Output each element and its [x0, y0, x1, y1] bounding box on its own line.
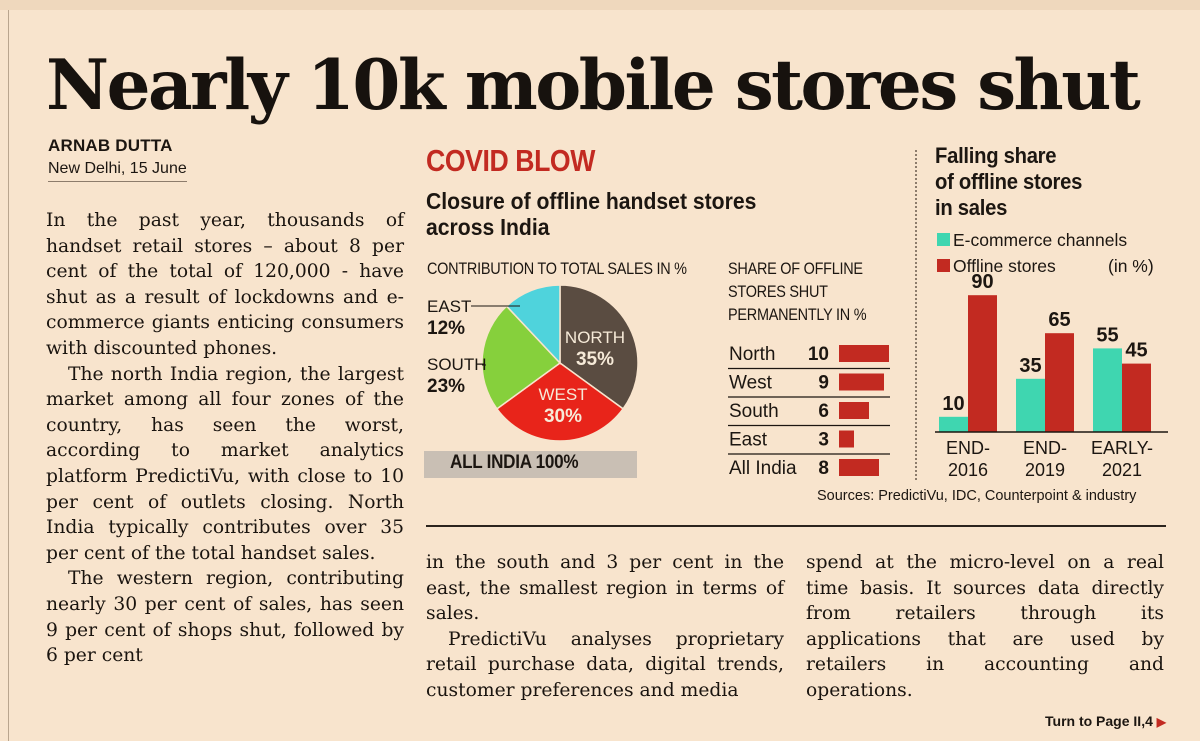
byline-author: ARNAB DUTTA [48, 136, 173, 155]
pie-slice-west [495, 362, 625, 442]
pie-label-north: NORTH [565, 328, 625, 347]
paragraph: The western region, contributing nearly … [46, 568, 404, 667]
legend-label-ecommerce: E-commerce channels [953, 230, 1127, 250]
column-ecommerce [939, 416, 968, 432]
bar-shut-share [839, 459, 879, 476]
bar-heading-line-1: SHARE OF OFFLINE [728, 259, 863, 278]
dateline: New Delhi, 15 June [48, 160, 187, 182]
bar-value-label: 6 [818, 401, 829, 422]
pie-value-north: 35% [576, 349, 614, 370]
bar-value-label: 9 [818, 373, 829, 394]
column-value-label: 45 [1125, 340, 1147, 362]
column-value-label: 55 [1096, 324, 1118, 346]
bar-value-label: 3 [818, 430, 829, 451]
column-ecommerce [1093, 348, 1122, 432]
pie-label-east: EAST [427, 297, 471, 316]
bar-category-label: All India [729, 458, 797, 479]
unit-label: (in %) [1108, 256, 1154, 276]
pie-heading: CONTRIBUTION TO TOTAL SALES IN % [427, 259, 687, 278]
bar-value-label: 10 [808, 344, 829, 365]
top-band [0, 0, 1200, 10]
bar-shut-share [839, 402, 869, 419]
graphic-title: COVID BLOW [426, 143, 595, 178]
column-category-label: END- [1023, 438, 1067, 458]
legend-swatch-offline [937, 259, 950, 272]
pie-value-south: 23% [427, 376, 465, 397]
column-offline [1045, 333, 1074, 432]
paragraph: The north India region, the largest mark… [46, 363, 404, 564]
bar-shut-share [839, 345, 889, 362]
paragraph: in the south and 3 per cent in the east,… [426, 552, 784, 625]
column-category-label: 2019 [1025, 460, 1065, 480]
pie-label-west: WEST [538, 385, 587, 404]
bar-category-label: North [729, 344, 775, 365]
column-chart-title-3: in sales [935, 195, 1008, 220]
column-category-label: 2016 [948, 460, 988, 480]
all-india-total-box [424, 451, 637, 478]
bar-shut-share [839, 373, 884, 391]
column-category-label: 2021 [1102, 460, 1142, 480]
headline: Nearly 10k mobile stores shut [46, 45, 1141, 126]
graphic-dotted-divider [915, 150, 917, 480]
column-category-label: EARLY- [1091, 438, 1153, 458]
column-ecommerce [1016, 378, 1045, 432]
play-arrow-icon: ▶ [1156, 715, 1166, 729]
legend-label-offline: Offline stores [953, 256, 1056, 276]
bar-shut-share [839, 430, 854, 448]
paragraph: spend at the micro-level on a real time … [806, 552, 1164, 701]
bar-value-label: 8 [818, 458, 829, 479]
pie-label-south: SOUTH [427, 355, 487, 374]
column-value-label: 10 [942, 393, 964, 415]
pie-value-east: 12% [427, 318, 465, 339]
body-column-1: In the past year, thousands of handset r… [46, 208, 404, 669]
bar-category-label: East [729, 430, 768, 451]
left-column-rule [8, 10, 9, 741]
section-divider [426, 525, 1166, 527]
turn-to-page-link[interactable]: Turn to Page II,4 ▶ [1045, 713, 1166, 729]
all-india-total-label: ALL INDIA 100% [450, 452, 579, 473]
column-category-label: END- [946, 438, 990, 458]
column-offline [1122, 363, 1151, 432]
bar-heading-line-3: PERMANENTLY IN % [728, 305, 867, 324]
pie-value-west: 30% [544, 406, 582, 427]
paragraph: PredictiVu analyses proprietary retail p… [426, 628, 784, 701]
column-offline [968, 295, 997, 432]
turn-text: Turn to Page II,4 [1045, 713, 1153, 729]
source-note: Sources: PredictiVu, IDC, Counterpoint &… [817, 488, 1137, 504]
bar-category-label: West [729, 373, 773, 394]
paragraph: In the past year, thousands of handset r… [46, 210, 404, 359]
column-value-label: 35 [1019, 355, 1041, 377]
bar-heading-line-2: STORES SHUT [728, 282, 828, 301]
body-column-2: in the south and 3 per cent in the east,… [426, 550, 784, 704]
pie-slice-north [559, 284, 639, 410]
column-chart-title-1: Falling share [935, 143, 1057, 168]
column-value-label: 65 [1048, 309, 1070, 331]
column-chart-title-2: of offline stores [935, 169, 1083, 194]
column-value-label: 90 [971, 271, 993, 293]
legend-swatch-ecommerce [937, 233, 950, 246]
pie-slice-south [481, 305, 562, 410]
graphic-subtitle: Closure of offline handset stores across… [426, 188, 757, 240]
bar-category-label: South [729, 401, 779, 422]
body-column-3: spend at the micro-level on a real time … [806, 550, 1164, 704]
